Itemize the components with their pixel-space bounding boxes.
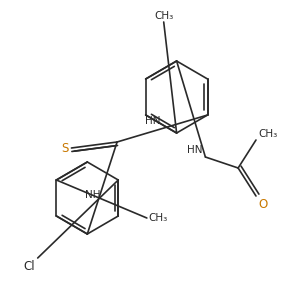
Text: CH₃: CH₃ [149, 213, 168, 223]
Text: HN: HN [145, 115, 160, 126]
Text: O: O [258, 198, 267, 211]
Text: HN: HN [187, 145, 202, 155]
Text: Cl: Cl [23, 260, 35, 273]
Text: CH₃: CH₃ [154, 11, 173, 21]
Text: CH₃: CH₃ [258, 129, 277, 139]
Text: NH: NH [85, 190, 100, 200]
Text: S: S [61, 141, 69, 154]
